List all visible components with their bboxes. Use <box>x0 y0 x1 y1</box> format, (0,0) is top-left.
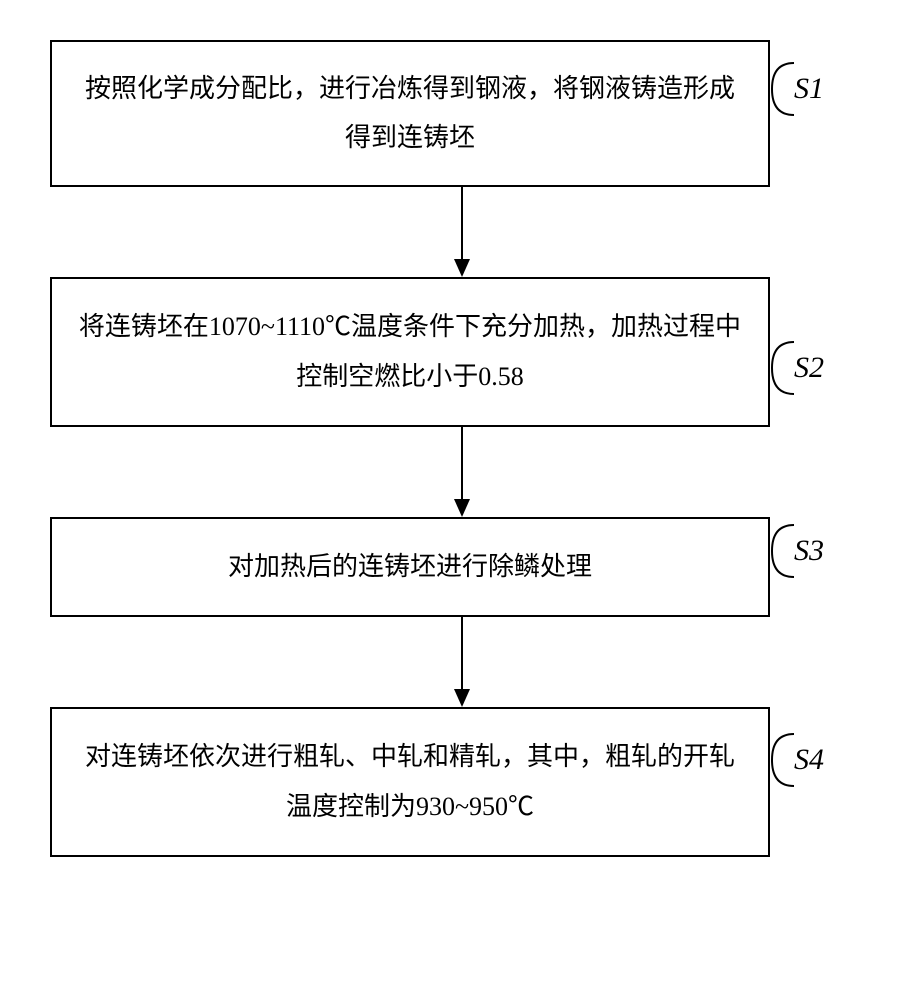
step-text-s2: 将连铸坯在1070~1110℃温度条件下充分加热，加热过程中控制空燃比小于0.5… <box>78 302 742 401</box>
step-label-text-s3: S3 <box>794 534 824 567</box>
step-box-s1: 按照化学成分配比，进行冶炼得到钢液，将钢液铸造形成得到连铸坯 <box>50 40 770 187</box>
step-label-s3: S3 <box>794 534 824 568</box>
step-label-text-s2: S2 <box>794 351 824 384</box>
arrow-1-container <box>102 187 822 277</box>
arrow-3-container <box>102 617 822 707</box>
step-row-3: 对加热后的连铸坯进行除鳞处理 S3 <box>50 517 873 617</box>
step-text-s4: 对连铸坯依次进行粗轧、中轧和精轧，其中，粗轧的开轧温度控制为930~950℃ <box>78 732 742 831</box>
arrow-2-container <box>102 427 822 517</box>
bracket-icon <box>768 732 796 788</box>
step-text-s1: 按照化学成分配比，进行冶炼得到钢液，将钢液铸造形成得到连铸坯 <box>78 64 742 163</box>
step-text-s3: 对加热后的连铸坯进行除鳞处理 <box>228 542 592 591</box>
bracket-icon <box>768 523 796 579</box>
flowchart-container: 按照化学成分配比，进行冶炼得到钢液，将钢液铸造形成得到连铸坯 S1 将连铸坯在1… <box>50 40 873 857</box>
arrow-down-icon <box>447 617 477 707</box>
step-row-2: 将连铸坯在1070~1110℃温度条件下充分加热，加热过程中控制空燃比小于0.5… <box>50 277 873 427</box>
arrow-down-icon <box>447 187 477 277</box>
step-label-s4: S4 <box>794 743 824 777</box>
step-row-1: 按照化学成分配比，进行冶炼得到钢液，将钢液铸造形成得到连铸坯 S1 <box>50 40 873 187</box>
step-label-s1: S1 <box>794 72 824 106</box>
step-label-text-s4: S4 <box>794 743 824 776</box>
step-label-text-s1: S1 <box>794 72 824 105</box>
bracket-icon <box>768 61 796 117</box>
step-box-s2: 将连铸坯在1070~1110℃温度条件下充分加热，加热过程中控制空燃比小于0.5… <box>50 277 770 427</box>
arrow-down-icon <box>447 427 477 517</box>
step-box-s4: 对连铸坯依次进行粗轧、中轧和精轧，其中，粗轧的开轧温度控制为930~950℃ <box>50 707 770 857</box>
bracket-icon <box>768 340 796 396</box>
step-row-4: 对连铸坯依次进行粗轧、中轧和精轧，其中，粗轧的开轧温度控制为930~950℃ S… <box>50 707 873 857</box>
step-box-s3: 对加热后的连铸坯进行除鳞处理 <box>50 517 770 617</box>
step-label-s2: S2 <box>794 351 824 385</box>
